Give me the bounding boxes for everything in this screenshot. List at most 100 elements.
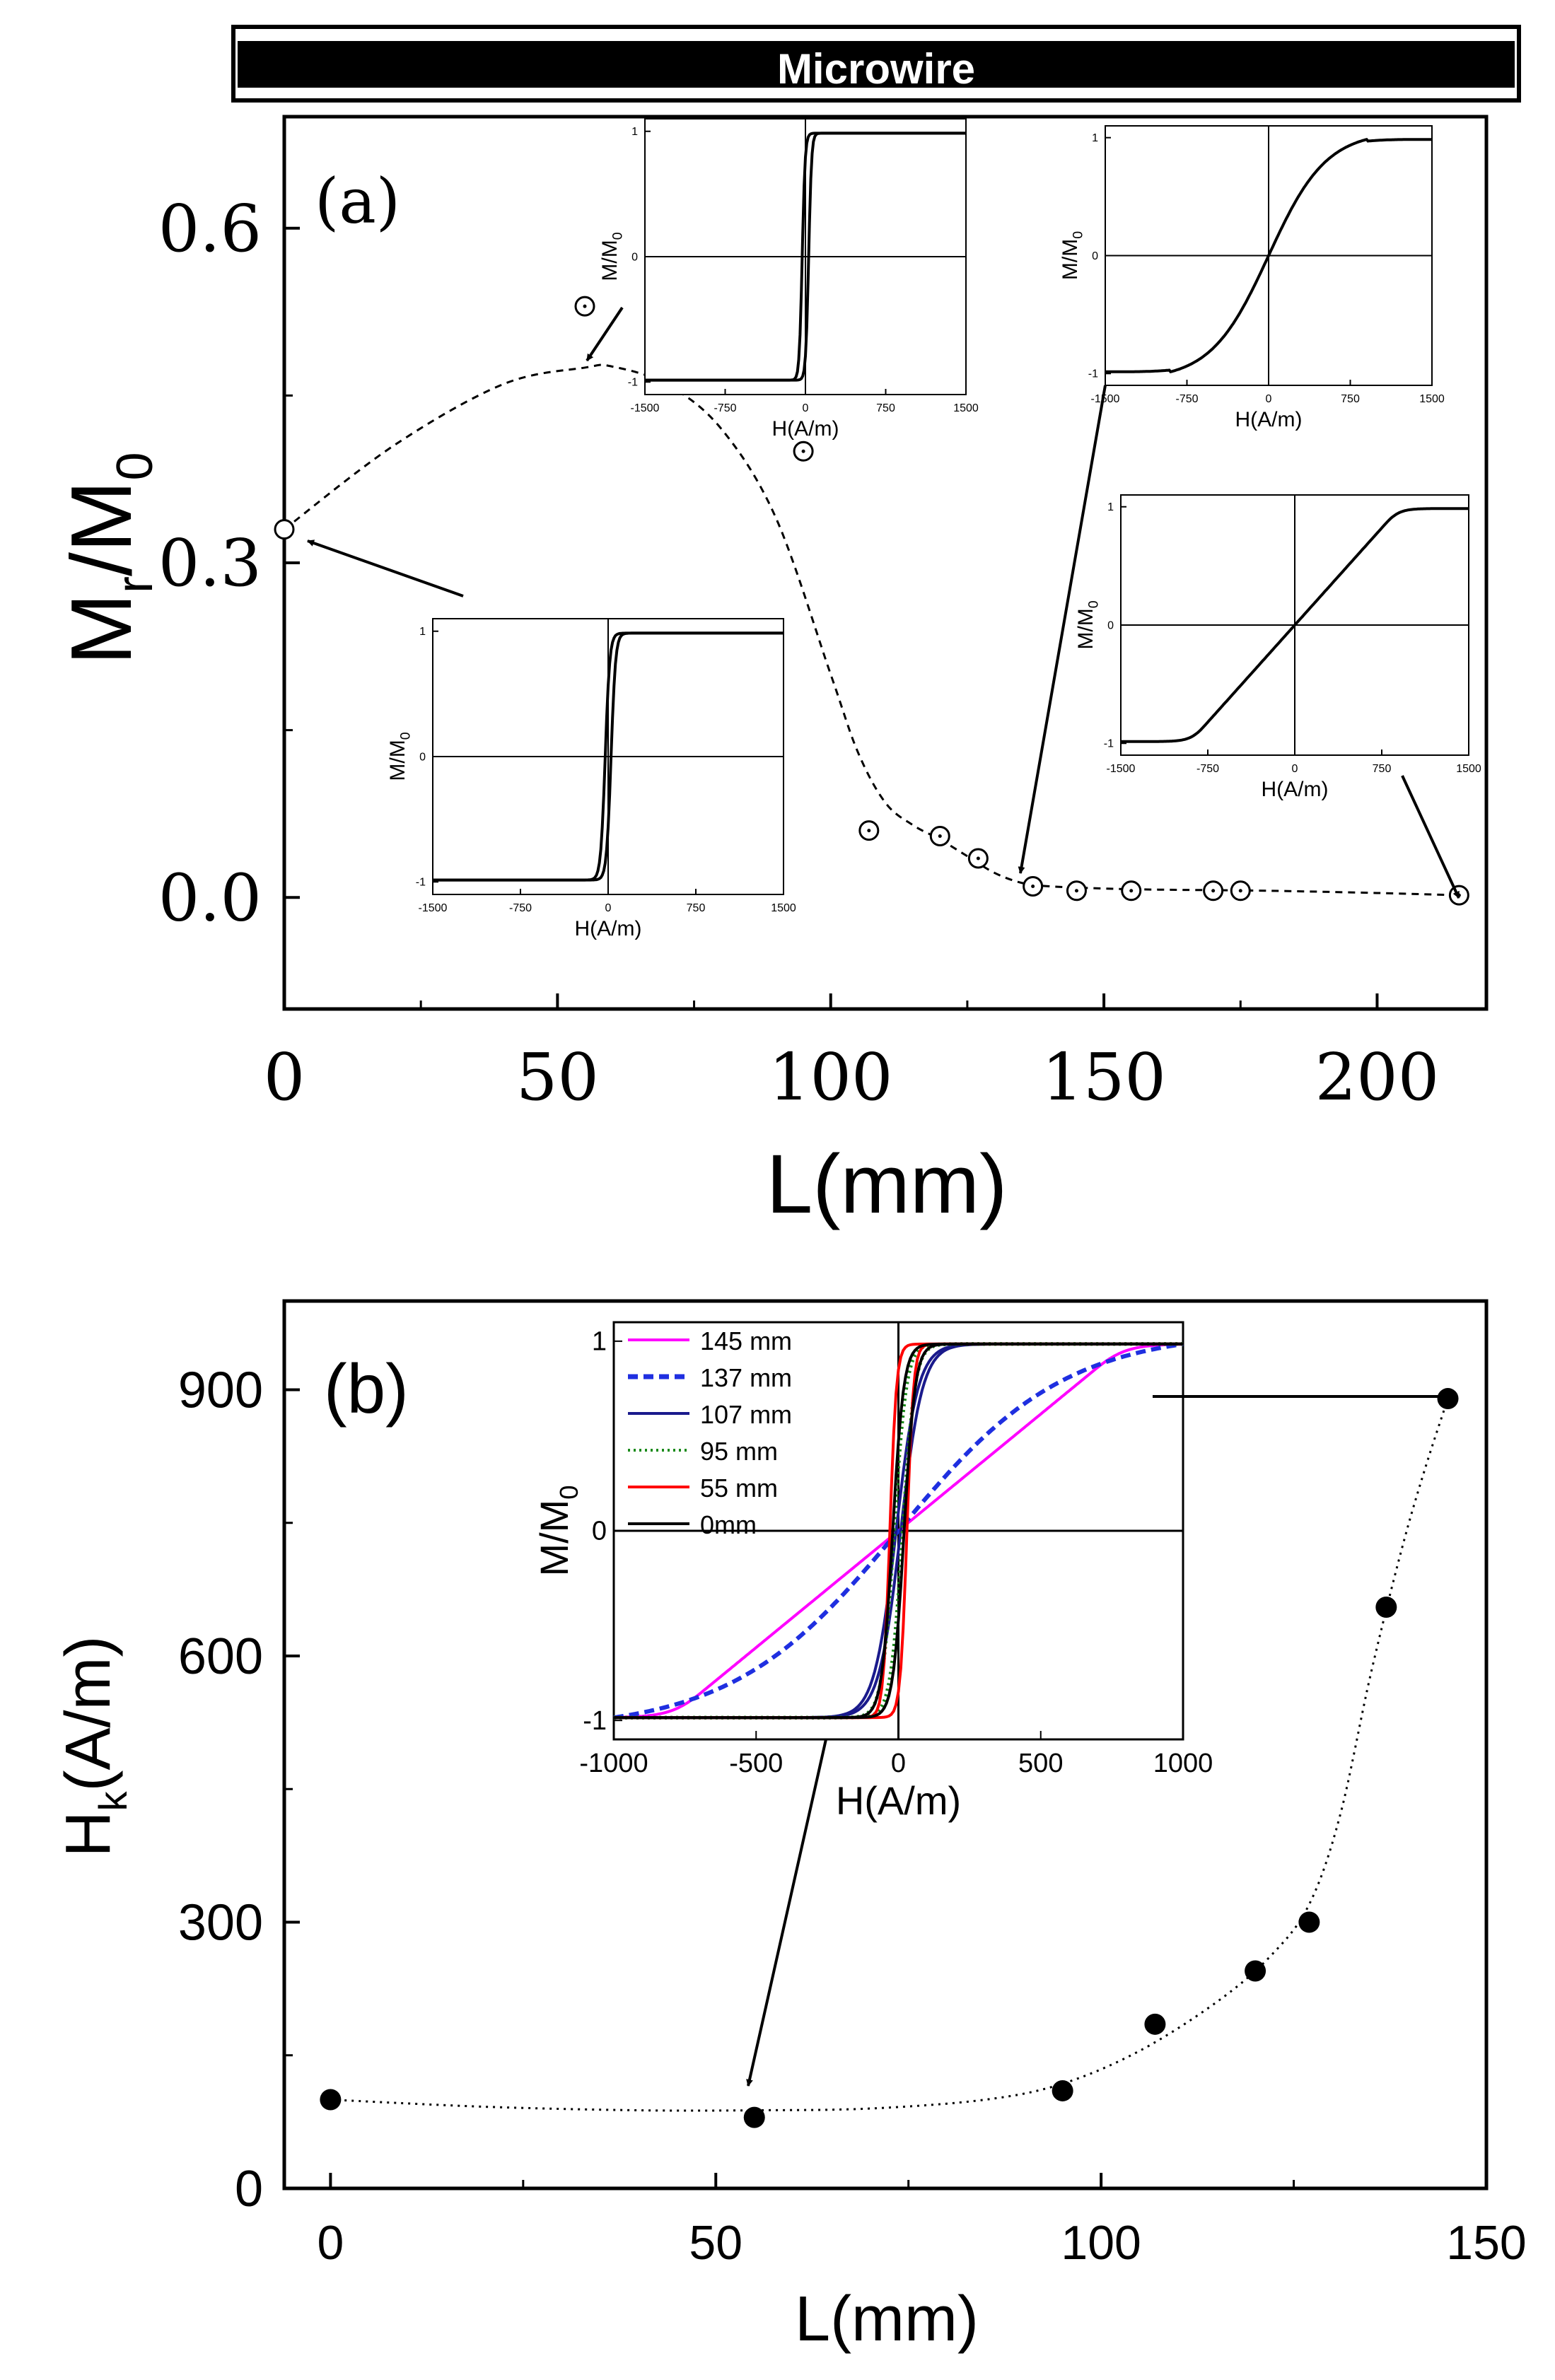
inset-xtick-label: -1000 bbox=[579, 1749, 648, 1778]
inset-ytick-label: -1 bbox=[1088, 368, 1098, 380]
legend-label: 137 mm bbox=[700, 1363, 792, 1392]
inset-ytick-label: 1 bbox=[1107, 501, 1114, 513]
arrow-to-55mm bbox=[586, 306, 624, 362]
inset-ylabel: M/M0 bbox=[1059, 231, 1086, 280]
inset-ytick-label: -1 bbox=[628, 377, 638, 389]
inset-ytick-label: 0 bbox=[631, 251, 638, 263]
a-xtick-label: 50 bbox=[516, 1039, 599, 1115]
a-ytick-label: 0.3 bbox=[158, 525, 262, 601]
legend-item: 55 mm bbox=[628, 1474, 778, 1503]
inset-xtick-label: 750 bbox=[876, 402, 895, 414]
inset-hysteresis-loops: -1000 -500 0 500 1000 -1 0 1 H(A/m) M/M0 145 mm 137… bbox=[532, 1321, 1213, 1823]
inset-xtick-label: 1500 bbox=[953, 402, 979, 414]
inset-xtick-label: -1500 bbox=[1091, 393, 1120, 405]
b-data-point bbox=[1298, 1911, 1320, 1933]
inset-loop-curve bbox=[614, 1342, 1183, 1720]
inset-xtick-label: 0 bbox=[803, 402, 809, 414]
inset-loop-curve bbox=[614, 1342, 1183, 1720]
a-data-point bbox=[1121, 880, 1142, 902]
inset-legend: 145 mm 137 mm 107 mm 95 mm 55 mm 0mm bbox=[628, 1326, 792, 1539]
inset-ytick-label: 0 bbox=[592, 1517, 607, 1546]
a-data-point bbox=[793, 441, 814, 462]
inset-xtick-label: -750 bbox=[509, 902, 532, 914]
inset-xlabel: H(A/m) bbox=[1235, 408, 1303, 431]
inset-xlabel: H(A/m) bbox=[836, 1778, 961, 1823]
panel-b-ylabel: Hk(A/m) bbox=[53, 1636, 135, 1857]
legend-label: 107 mm bbox=[700, 1400, 792, 1429]
arrow-to-137mm bbox=[1018, 385, 1107, 874]
b-xtick-label: 100 bbox=[1061, 2216, 1141, 2270]
b-ytick-label: 900 bbox=[178, 1363, 263, 1419]
inset-loop-curve bbox=[645, 132, 966, 382]
inset-xtick-label: -500 bbox=[729, 1749, 783, 1778]
inset-loop-215mm: -1500 -750 0 750 1500 -1 0 1 H(A/m) M/M0 bbox=[1074, 494, 1481, 801]
panel-a-xlabel: L(mm) bbox=[767, 1138, 1008, 1231]
legend-label: 95 mm bbox=[700, 1437, 778, 1466]
b-data-point bbox=[1437, 1388, 1459, 1410]
panel-b-points bbox=[320, 1388, 1459, 2128]
inset-xtick-label: -750 bbox=[1196, 763, 1219, 775]
b-xtick-label: 0 bbox=[317, 2216, 344, 2270]
b-ytick-label: 0 bbox=[235, 2161, 263, 2217]
inset-xtick-label: 0 bbox=[1292, 763, 1298, 775]
inset-ytick-label: 1 bbox=[631, 126, 638, 138]
inset-xtick-label: 0 bbox=[891, 1749, 906, 1778]
banner-title: Microwire bbox=[777, 45, 975, 93]
panel-b-label: (b) bbox=[324, 1350, 409, 1428]
inset-ylabel: M/M0 bbox=[532, 1485, 583, 1576]
a-xtick-label: 150 bbox=[1042, 1039, 1166, 1115]
a-data-point bbox=[274, 519, 295, 540]
panel-b-tick-labels: 0 50 100 150 0 300 600 900 bbox=[178, 1363, 1527, 2270]
inset-xtick-label: 750 bbox=[1341, 393, 1360, 405]
a-data-point bbox=[929, 825, 950, 846]
inset-ytick-label: 1 bbox=[592, 1326, 607, 1356]
arrow-to-0mm bbox=[307, 539, 464, 597]
panel-a-points bbox=[274, 296, 1469, 906]
legend-item: 107 mm bbox=[628, 1400, 792, 1429]
a-data-point bbox=[574, 296, 595, 317]
panel-a-label: (a) bbox=[315, 165, 400, 238]
inset-xtick-label: -750 bbox=[714, 402, 736, 414]
a-data-point bbox=[1023, 875, 1044, 897]
a-data-point bbox=[1230, 880, 1251, 902]
inset-ytick-label: 0 bbox=[1092, 250, 1098, 262]
inset-xtick-label: 1000 bbox=[1153, 1749, 1213, 1778]
inset-xtick-label: 1500 bbox=[1456, 763, 1481, 775]
inset-xtick-label: -1500 bbox=[1107, 763, 1136, 775]
inset-xlabel: H(A/m) bbox=[575, 917, 642, 940]
a-xtick-label: 100 bbox=[769, 1039, 893, 1115]
inset-xtick-label: 750 bbox=[1373, 763, 1392, 775]
inset-xtick-label: 1500 bbox=[1419, 393, 1445, 405]
legend-item: 0mm bbox=[628, 1510, 757, 1539]
legend-label: 55 mm bbox=[700, 1474, 778, 1503]
inset-xtick-label: 1500 bbox=[771, 902, 796, 914]
inset-loop-0mm: -1500 -750 0 750 1500 -1 0 1 H(A/m) M/M0 bbox=[386, 618, 796, 940]
legend-item: 137 mm bbox=[628, 1363, 792, 1392]
a-xtick-label: 0 bbox=[264, 1039, 305, 1115]
inset-xtick-label: -1500 bbox=[419, 902, 448, 914]
a-xtick-label: 200 bbox=[1315, 1039, 1440, 1115]
a-ytick-label: 0.0 bbox=[158, 860, 262, 935]
inset-loop-curve bbox=[1105, 137, 1432, 374]
b-data-point bbox=[1245, 1960, 1266, 1982]
legend-label: 145 mm bbox=[700, 1326, 792, 1355]
inset-loop-curve bbox=[433, 631, 784, 882]
a-ytick-label: 0.6 bbox=[158, 191, 262, 267]
inset-ytick-label: 1 bbox=[1092, 132, 1098, 144]
inset-loop-curve bbox=[614, 1342, 1183, 1720]
inset-loop-curve bbox=[613, 1341, 1184, 1720]
b-xtick-label: 150 bbox=[1446, 2216, 1526, 2270]
inset-ylabel: M/M0 bbox=[386, 732, 414, 781]
panel-a-trend-line bbox=[284, 363, 1460, 897]
inset-loop-curve bbox=[1121, 507, 1469, 743]
b-data-point bbox=[743, 2106, 765, 2128]
inset-ylabel: M/M0 bbox=[598, 232, 626, 281]
inset-xtick-label: 500 bbox=[1018, 1749, 1063, 1778]
inset-xtick-label: 0 bbox=[1266, 393, 1272, 405]
inset-ytick-label: 0 bbox=[1107, 619, 1114, 631]
b-ytick-label: 600 bbox=[178, 1628, 263, 1685]
b-ytick-label: 300 bbox=[178, 1895, 263, 1952]
